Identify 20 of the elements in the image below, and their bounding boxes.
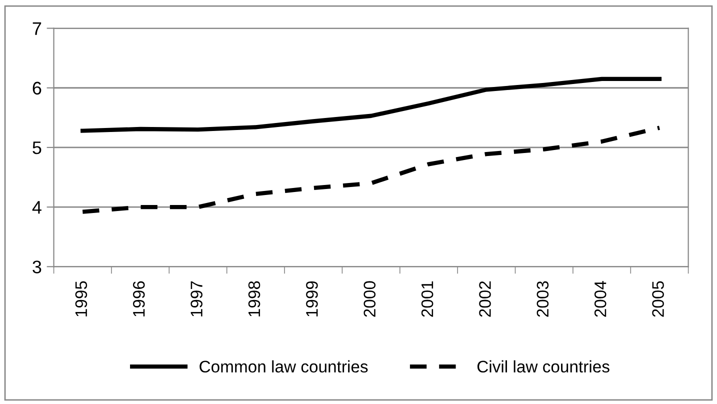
line-series: [80, 126, 662, 214]
x-tick-label: 2004: [594, 281, 606, 317]
y-tick-label: 7: [32, 22, 42, 35]
x-tick-label: 2001: [421, 281, 434, 317]
x-tick-label: 1995: [75, 281, 88, 316]
x-tick-label: 2003: [536, 281, 549, 317]
legend-label: Civil law countries: [477, 360, 610, 373]
y-tick-label: 3: [32, 260, 42, 274]
x-tick-label: 1997: [190, 281, 202, 316]
y-tick-label: 6: [32, 82, 42, 95]
x-tick-label: 2002: [479, 281, 491, 317]
x-tick-label: 2005: [652, 281, 664, 317]
x-tick-label: 1996: [132, 281, 145, 316]
legend-label: Common law countries: [200, 360, 368, 373]
y-tick-label: 4: [32, 201, 42, 214]
x-tick-label: 1998: [248, 281, 260, 316]
line-series: [80, 76, 662, 133]
y-tick-label: 5: [32, 142, 42, 154]
x-tick-label: 2000: [364, 281, 376, 317]
x-tick-label: 1999: [306, 281, 318, 316]
